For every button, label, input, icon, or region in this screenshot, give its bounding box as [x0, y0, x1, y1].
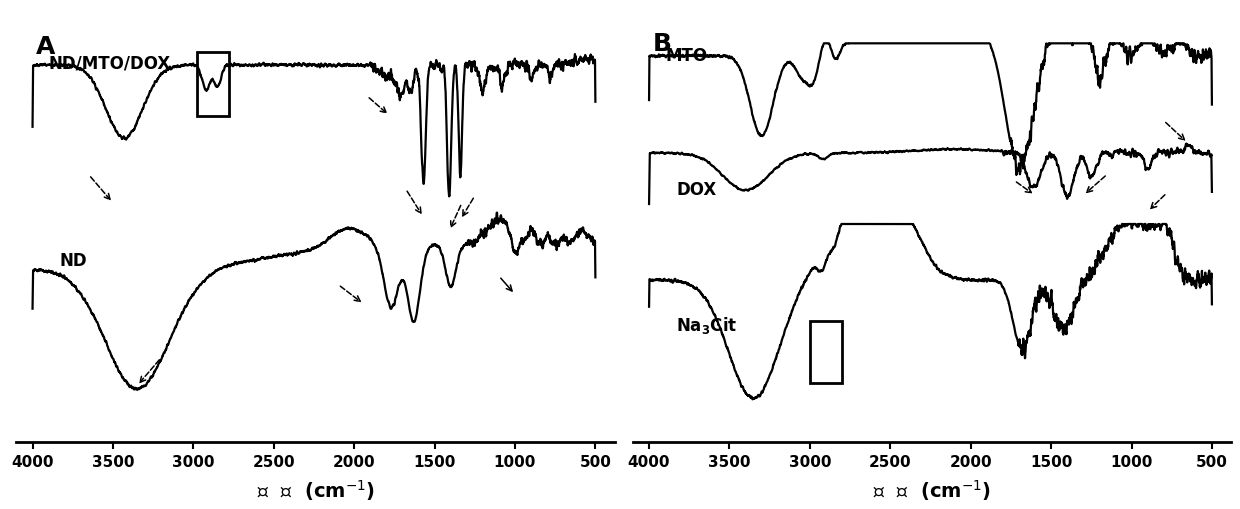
Text: DOX: DOX — [676, 181, 717, 199]
Text: ND/MTO/DOX: ND/MTO/DOX — [48, 54, 171, 73]
Text: $\mathbf{Na_3Cit}$: $\mathbf{Na_3Cit}$ — [676, 314, 738, 335]
Text: ND: ND — [60, 251, 88, 269]
Bar — [810, 322, 842, 384]
Text: B: B — [652, 32, 671, 56]
X-axis label: 波  长  (cm$^{-1}$): 波 长 (cm$^{-1}$) — [257, 477, 374, 502]
Text: A: A — [36, 35, 55, 59]
X-axis label: 波  长  (cm$^{-1}$): 波 长 (cm$^{-1}$) — [873, 477, 991, 502]
Bar — [197, 53, 228, 117]
Text: MTO: MTO — [665, 47, 707, 65]
